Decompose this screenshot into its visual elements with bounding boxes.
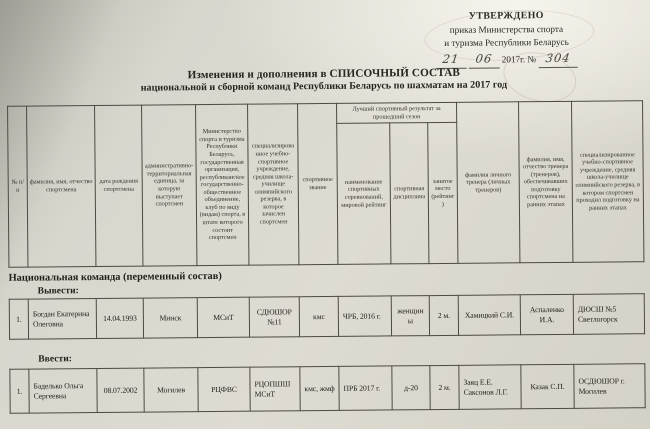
cell-institution: РЦОПШШ МСиТ — [249, 366, 301, 412]
section-remove-label: Вывести: — [37, 285, 79, 297]
header-col-region: административно-территориальная единица,… — [141, 104, 197, 267]
header-col-early-coach: фамилия, имя, отчество тренера (тренеров… — [518, 101, 573, 263]
cell-sport-rank: кмс — [299, 296, 339, 337]
header-col-birthdate: дата рождения спортсмена — [94, 105, 143, 267]
header-col-sport-rank: спортивное звание — [297, 103, 338, 265]
cell-number: 1. — [9, 369, 30, 414]
cell-discipline: женщины — [391, 295, 430, 336]
cell-athlete-name: Баделько Ольга Сергеевна — [28, 368, 98, 414]
handwritten-day: 21 — [441, 51, 461, 67]
handwritten-order-number: 304 — [544, 51, 572, 66]
cell-competition: ЧРБ, 2016 г. — [338, 295, 392, 337]
add-table: 1. Баделько Ольга Сергеевна 08.07.2002 М… — [9, 363, 646, 414]
approval-line-2: и туризма Республики Беларусь — [444, 36, 569, 49]
section-add-label: Ввести: — [38, 353, 72, 365]
cell-region: Могилев — [143, 367, 199, 413]
cell-place: 2 м. — [429, 295, 459, 336]
header-col-competition: наименование спортивных соревнований, ми… — [336, 122, 391, 265]
header-col-institution: специализированное учебно-спортивное учр… — [247, 103, 299, 266]
cell-early-institution: ОСДЮШОР г. Могилев — [573, 363, 646, 409]
handwritten-month: 06 — [474, 51, 494, 66]
header-col-ministry: Министерство спорта и туризма Республики… — [195, 104, 249, 266]
cell-number: 1. — [9, 299, 29, 340]
cell-early-coach: Казак С.П. — [520, 364, 575, 409]
remove-table: 1. Богдан Екатерина Олеговна 14.04.1993 … — [9, 293, 645, 340]
printed-year-label: 2017г. № — [501, 54, 537, 65]
header-col-number: № п/п — [7, 106, 28, 268]
cell-competition: ПРБ 2017 г. — [338, 365, 393, 411]
header-col-personal-coach: фамилия личного тренера (личных тренеров… — [456, 101, 520, 264]
cell-region: Минск — [143, 297, 198, 339]
cell-early-institution: ДЮСШ №5 Светлогорск — [573, 293, 645, 335]
cell-early-coach: Аспаленко И.А. — [520, 294, 574, 335]
cell-personal-coach: Заяц Е.Е. Саксонов Л.Г. — [458, 364, 522, 410]
cell-ministry: МСиТ — [197, 297, 250, 338]
roster-header-table: № п/п фамилия, имя, отчество спортсмена … — [7, 100, 644, 268]
header-col-discipline: спортивная дисциплина — [389, 122, 429, 264]
cell-athlete-name: Богдан Екатерина Олеговна — [28, 298, 97, 340]
approval-block: УТВЕРЖДЕНО приказ Министерства спорта и … — [401, 8, 612, 69]
cell-institution: СДЮШОР №11 — [249, 296, 300, 338]
cell-personal-coach: Хамицкий С.И. — [458, 294, 521, 336]
header-col-place: занятое место (рейтинг) — [427, 122, 458, 264]
cell-place: 2 м. — [429, 365, 460, 410]
header-col-early-institution: специализированное учебно-спортивное учр… — [571, 100, 644, 263]
cell-birthdate: 14.04.1993 — [96, 298, 144, 339]
table-row: 1. Богдан Екатерина Олеговна 14.04.1993 … — [9, 293, 645, 340]
cell-birthdate: 08.07.2002 — [96, 368, 145, 413]
cell-discipline: д-20 — [391, 365, 431, 410]
cell-ministry: РЦФВС — [197, 367, 251, 412]
table-row: 1. Баделько Ольга Сергеевна 08.07.2002 М… — [9, 363, 646, 414]
header-col-athlete-name: фамилия, имя, отчество спортсмена — [26, 105, 96, 268]
section-team-title: Национальная команда (переменный состав) — [8, 270, 222, 284]
header-group-best-result: Лучший спортивный результат за прошедший… — [336, 102, 457, 124]
cell-sport-rank: кмс, жмф — [299, 366, 340, 411]
